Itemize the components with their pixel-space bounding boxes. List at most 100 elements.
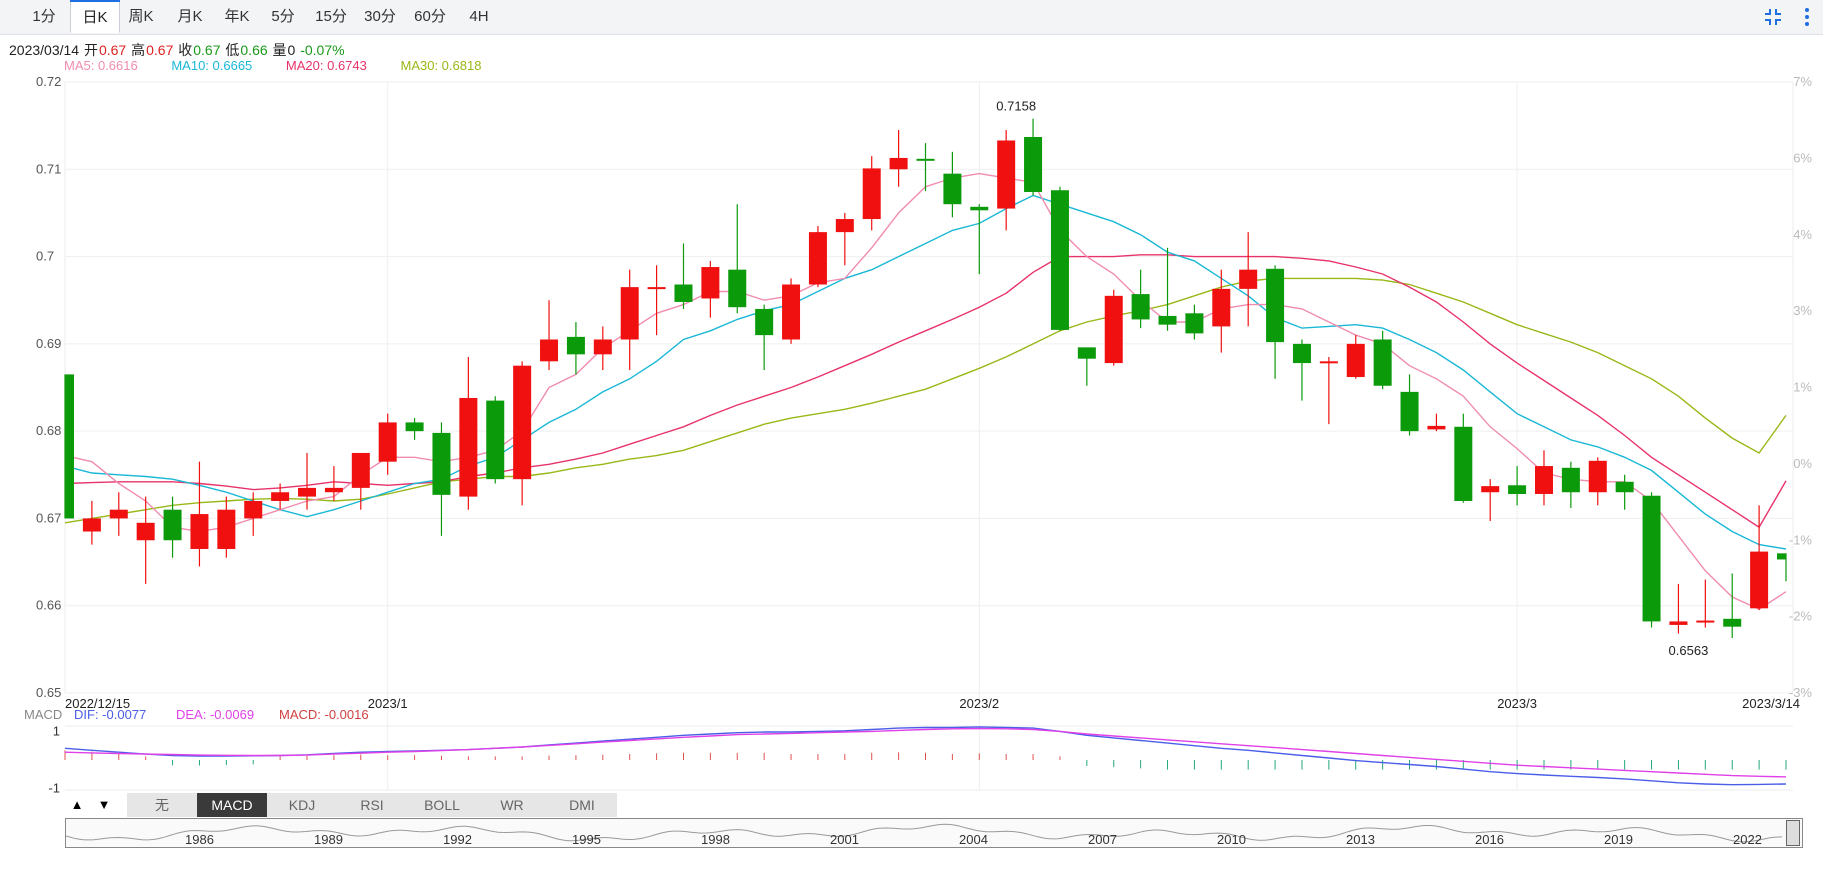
candle-body xyxy=(1588,460,1607,493)
candle-body xyxy=(190,514,209,549)
navigator-line xyxy=(65,823,1783,843)
candle-body xyxy=(432,432,451,495)
indicator-tab-6[interactable]: DMI xyxy=(547,793,618,817)
candle-body xyxy=(82,518,101,532)
candle-body xyxy=(1373,339,1392,386)
candle-body xyxy=(701,267,720,299)
candle-body xyxy=(271,492,290,501)
candle-body xyxy=(298,487,317,497)
candle-body xyxy=(647,287,666,290)
extreme-annotation: 0.6563 xyxy=(1669,643,1709,658)
candle-body xyxy=(1561,467,1580,493)
candle-body xyxy=(1508,485,1527,494)
candle-body xyxy=(970,206,989,211)
candle-body xyxy=(889,157,908,170)
right-tick-label: -1% xyxy=(1789,532,1813,547)
candle-body xyxy=(405,422,424,432)
candle-body xyxy=(513,365,532,480)
candle-body xyxy=(1050,190,1069,330)
up-arrow-button[interactable]: ▲ xyxy=(66,794,88,816)
indicator-tab-0[interactable]: 无 xyxy=(127,793,198,817)
candle-body xyxy=(674,284,693,302)
y-tick-label: 0.65 xyxy=(36,685,61,700)
low-value: 0.66 xyxy=(240,42,268,58)
candle-body xyxy=(835,219,854,233)
candle-body xyxy=(1077,347,1096,359)
navigator-year: 2019 xyxy=(1604,832,1633,847)
candle-body xyxy=(566,336,585,355)
open-value: 0.67 xyxy=(98,42,127,58)
candle-body xyxy=(782,284,801,340)
more-icon[interactable] xyxy=(1796,6,1818,28)
ohlc-info: 2023/03/14 开0.67 高0.67 收0.67 低0.66 量0 -0… xyxy=(9,40,346,60)
y-tick-label: 0.71 xyxy=(36,161,61,176)
extreme-annotation: 0.7158 xyxy=(996,99,1036,114)
x-tick-label: 2023/2 xyxy=(959,696,999,711)
candle-body xyxy=(1669,621,1688,625)
navigator-sparkline xyxy=(65,823,1783,843)
tab-8[interactable]: 60分 xyxy=(414,8,446,25)
indicator-tab-1[interactable]: MACD xyxy=(197,793,268,817)
collapse-icon[interactable] xyxy=(1762,6,1784,28)
x-tick-label: 2022/12/15 xyxy=(65,696,130,711)
indicator-tab-4[interactable]: BOLL xyxy=(407,793,478,817)
candle-body xyxy=(728,269,747,308)
right-tick-label: 3% xyxy=(1793,303,1812,318)
navigator-handle[interactable] xyxy=(1786,820,1800,846)
candle-body xyxy=(862,168,881,220)
candle-body xyxy=(1346,343,1365,378)
candle-body xyxy=(1723,618,1742,627)
candle-body xyxy=(459,397,478,497)
tab-7[interactable]: 30分 xyxy=(364,8,396,25)
candle-body xyxy=(943,173,962,205)
y-tick-label: 0.69 xyxy=(36,336,61,351)
dif-line xyxy=(64,726,1787,786)
ma20-line xyxy=(64,254,1787,529)
candle-body xyxy=(755,308,774,336)
ma5-line xyxy=(64,172,1787,610)
right-tick-label: -3% xyxy=(1789,685,1813,700)
tab-9[interactable]: 4H xyxy=(469,8,489,25)
ma20-legend: MA20: 0.6743 xyxy=(285,58,367,73)
candle-body xyxy=(1024,136,1043,192)
indicator-tab-3[interactable]: RSI xyxy=(337,793,408,817)
tab-3[interactable]: 月K xyxy=(177,8,203,25)
navigator-year: 2022 xyxy=(1733,832,1762,847)
candle-body xyxy=(163,509,182,541)
candle-body xyxy=(1104,295,1123,364)
tab-1[interactable]: 日K xyxy=(70,0,120,33)
navigator-year: 1992 xyxy=(443,832,472,847)
macd-dea-legend: DEA: -0.0069 xyxy=(176,707,254,722)
indicator-tab-5[interactable]: WR xyxy=(477,793,548,817)
y-tick-label: 0.66 xyxy=(36,598,61,613)
macd-tick-label: 1 xyxy=(53,723,60,738)
macd-value-legend: MACD: -0.0016 xyxy=(279,707,369,722)
candle-body xyxy=(1239,269,1258,289)
change-value: -0.07% xyxy=(300,42,345,58)
tab-6[interactable]: 15分 xyxy=(315,8,347,25)
candle-body xyxy=(540,339,559,362)
candle-body xyxy=(1534,466,1553,494)
tab-2[interactable]: 周K xyxy=(128,8,154,25)
x-tick-label: 2023/3 xyxy=(1497,696,1537,711)
navigator-year: 2004 xyxy=(959,832,988,847)
macd-title: MACD xyxy=(24,707,62,722)
range-navigator[interactable] xyxy=(65,818,1803,848)
volume-value: 0 xyxy=(287,42,296,58)
tab-4[interactable]: 年K xyxy=(224,8,250,25)
close-value: 0.67 xyxy=(193,42,221,58)
tab-0[interactable]: 1分 xyxy=(32,8,56,25)
low-label: 低 xyxy=(225,42,240,58)
down-arrow-button[interactable]: ▼ xyxy=(93,794,115,816)
candle-body xyxy=(1400,391,1419,432)
candle-body xyxy=(65,374,74,519)
candle-body xyxy=(1427,425,1446,430)
indicator-tab-2[interactable]: KDJ xyxy=(267,793,338,817)
candle-body xyxy=(1292,343,1311,364)
candle-body xyxy=(1158,315,1177,325)
tab-5[interactable]: 5分 xyxy=(271,8,295,25)
candle-body xyxy=(1266,268,1285,343)
ma10-line xyxy=(64,194,1787,550)
candle-body xyxy=(620,287,639,340)
